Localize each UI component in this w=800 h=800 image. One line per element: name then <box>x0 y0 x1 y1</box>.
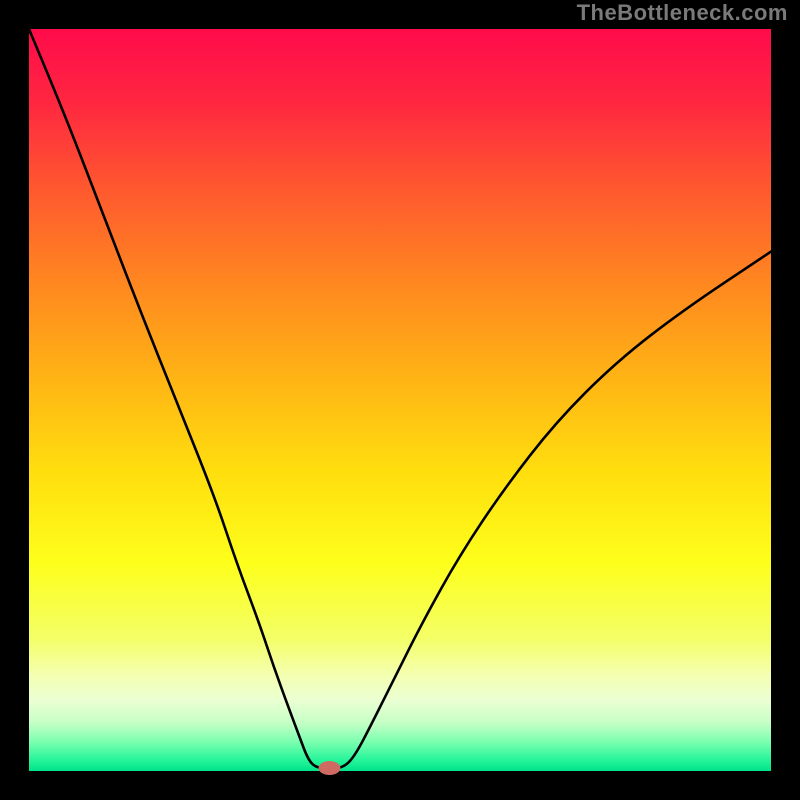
optimal-marker <box>319 761 341 775</box>
chart-frame: { "canvas": { "width": 800, "height": 80… <box>0 0 800 800</box>
gradient-background <box>29 29 771 771</box>
bottleneck-chart <box>0 0 800 800</box>
